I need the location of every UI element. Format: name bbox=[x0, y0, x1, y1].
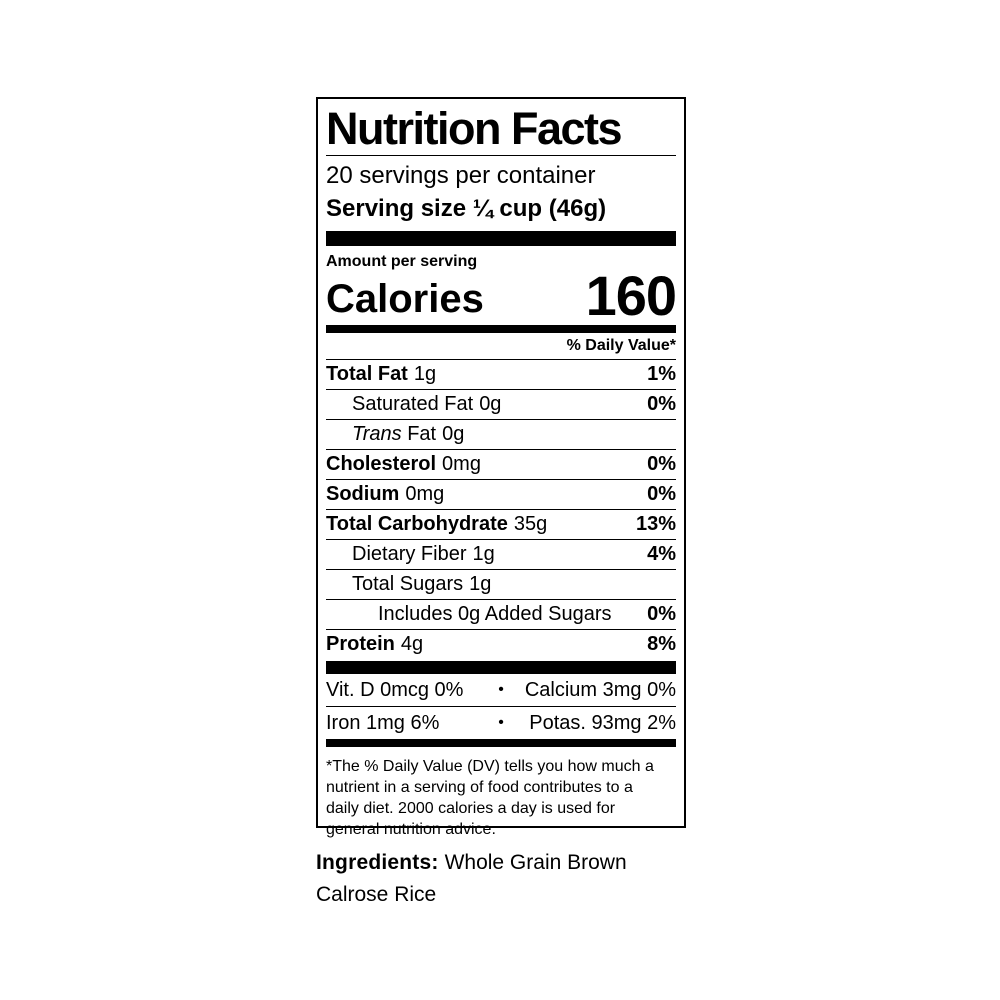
micro-left: Vit. D 0mcg 0% bbox=[326, 679, 464, 701]
nutrient-amount: 0mg bbox=[442, 453, 481, 475]
divider-thick-bar bbox=[326, 231, 676, 246]
nutrient-amount: 1g bbox=[413, 363, 437, 385]
nutrient-name: Fat bbox=[401, 423, 437, 445]
nutrient-row-saturated-fat: Saturated Fat 0g 0% bbox=[326, 390, 676, 420]
serving-size: Serving size ¼ cup (46g) bbox=[326, 195, 607, 222]
nutrient-dv: 0% bbox=[647, 603, 676, 625]
nutrient-amount: 0mg bbox=[405, 483, 445, 505]
nutrition-facts-panel: Nutrition Facts 20 servings per containe… bbox=[316, 97, 686, 838]
nutrient-row-protein: Protein 4g 8% bbox=[326, 630, 676, 659]
nutrition-facts-title: Nutrition Facts bbox=[326, 103, 623, 154]
nutrient-dv: 0% bbox=[647, 483, 676, 505]
nutrient-name-italic: Trans bbox=[352, 423, 402, 445]
nutrient-name: Saturated Fat bbox=[352, 393, 474, 415]
nutrient-dv: 13% bbox=[635, 513, 676, 535]
daily-value-footnote: *The % Daily Value (DV) tells you how mu… bbox=[326, 758, 654, 838]
nutrient-row-dietary-fiber: Dietary Fiber 1g 4% bbox=[326, 540, 676, 570]
nutrient-amount: 1g bbox=[469, 573, 492, 595]
nutrient-row-total-carbohydrate: Total Carbohydrate 35g 13% bbox=[326, 510, 676, 540]
nutrient-row-added-sugars: Includes 0g Added Sugars 0% bbox=[326, 600, 676, 630]
nutrient-dv: 4% bbox=[647, 543, 676, 565]
micro-right: Potas. 93mg 2% bbox=[529, 712, 676, 734]
calories-value: 160 bbox=[585, 264, 677, 327]
nutrient-name: Protein bbox=[326, 633, 395, 655]
nutrient-name: Total Sugars bbox=[352, 573, 464, 595]
ingredients-section: Ingredients: Whole Grain Brown Calrose Ri… bbox=[316, 847, 696, 911]
micronutrient-row-2: Iron 1mg 6% • Potas. 93mg 2% bbox=[326, 707, 676, 739]
amount-per-serving-label: Amount per serving bbox=[326, 253, 478, 270]
servings-per-container: 20 servings per container bbox=[326, 162, 596, 189]
nutrient-amount: 4g bbox=[400, 633, 424, 655]
title-block: Nutrition Facts bbox=[326, 104, 676, 156]
calories-label: Calories bbox=[326, 277, 484, 321]
nutrient-dv: 8% bbox=[647, 633, 676, 655]
nutrient-row-total-sugars: Total Sugars 1g bbox=[326, 570, 676, 600]
divider-medium-bar bbox=[326, 325, 676, 333]
nutrient-dv: 0% bbox=[647, 393, 676, 415]
nutrient-dv: 1% bbox=[647, 363, 676, 385]
nutrient-name: Sodium bbox=[326, 483, 400, 505]
nutrient-row-total-fat: Total Fat 1g 1% bbox=[326, 360, 676, 390]
nutrient-name: Total Carbohydrate bbox=[326, 513, 508, 535]
nutrient-name: Includes 0g Added Sugars bbox=[378, 603, 612, 625]
daily-value-header: % Daily Value* bbox=[326, 333, 676, 360]
nutrient-row-trans-fat: Trans Fat 0g bbox=[326, 420, 676, 450]
ingredients-label: Ingredients: bbox=[316, 851, 439, 874]
bullet-separator: • bbox=[498, 681, 504, 698]
nutrient-amount: 0g bbox=[479, 393, 502, 415]
nutrient-amount: 0g bbox=[442, 423, 465, 445]
nutrient-name: Dietary Fiber bbox=[352, 543, 467, 565]
nutrient-row-sodium: Sodium 0mg 0% bbox=[326, 480, 676, 510]
nutrient-amount: 35g bbox=[513, 513, 548, 535]
nutrient-amount: 1g bbox=[472, 543, 495, 565]
micronutrient-row-1: Vit. D 0mcg 0% • Calcium 3mg 0% bbox=[326, 674, 676, 707]
micro-left: Iron 1mg 6% bbox=[326, 712, 440, 734]
ingredients-text: Whole Grain Brown Calrose Rice bbox=[316, 851, 627, 906]
nutrient-name: Total Fat bbox=[326, 363, 408, 385]
divider-medium-bar bbox=[326, 739, 676, 747]
nutrient-name: Cholesterol bbox=[326, 453, 437, 475]
nutrient-dv: 0% bbox=[647, 453, 676, 475]
divider-thick-bar bbox=[326, 661, 676, 674]
calories-row: Calories 160 bbox=[326, 264, 677, 327]
micro-right: Calcium 3mg 0% bbox=[524, 679, 676, 701]
nutrient-row-cholesterol: Cholesterol 0mg 0% bbox=[326, 450, 676, 480]
bullet-separator: • bbox=[498, 714, 504, 731]
